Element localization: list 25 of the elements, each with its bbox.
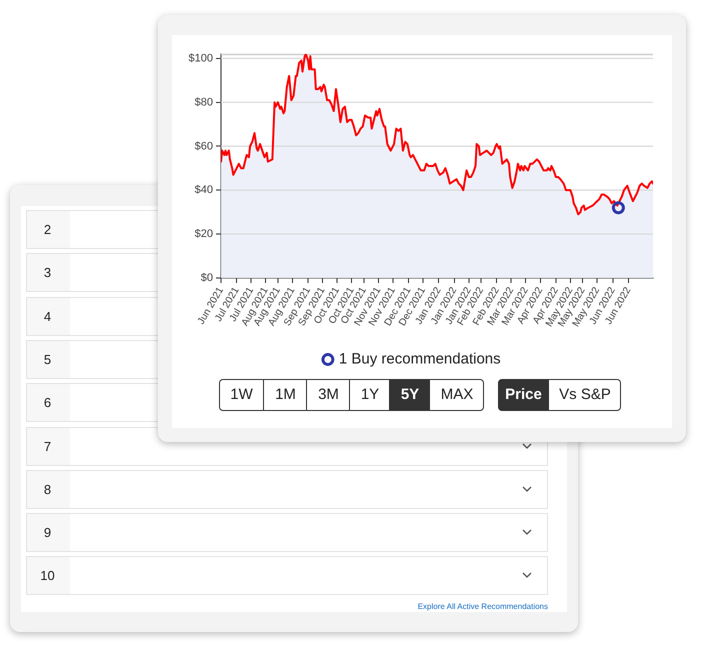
text: 2 xyxy=(26,210,69,249)
text: 6 xyxy=(26,383,69,422)
y-tick-label: $20 xyxy=(194,228,213,240)
time-range-button[interactable] xyxy=(306,379,350,411)
text: 9 xyxy=(26,513,69,552)
text: 4 xyxy=(26,296,69,336)
time-range-button[interactable] xyxy=(389,379,430,411)
y-tick-label: $80 xyxy=(194,96,213,108)
text: 5 xyxy=(26,340,69,379)
y-tick-label: $60 xyxy=(194,140,213,152)
time-range-button[interactable] xyxy=(429,379,484,411)
y-tick-label: $100 xyxy=(188,52,213,64)
text: 7 xyxy=(26,426,69,466)
view-toggle-button[interactable] xyxy=(498,379,549,411)
text: 10 xyxy=(26,556,69,596)
time-range-button[interactable] xyxy=(349,379,390,411)
time-range-button[interactable] xyxy=(263,379,307,411)
text: 3 xyxy=(26,253,69,292)
legend-label: 1 Buy recommendations xyxy=(338,350,501,368)
text: Explore All Active Recommendations xyxy=(418,602,548,611)
time-range-button[interactable] xyxy=(219,379,264,411)
view-toggle-button[interactable] xyxy=(548,379,621,411)
text: 8 xyxy=(26,470,69,509)
y-tick-label: $0 xyxy=(200,272,213,284)
y-tick-label: $40 xyxy=(194,184,213,196)
